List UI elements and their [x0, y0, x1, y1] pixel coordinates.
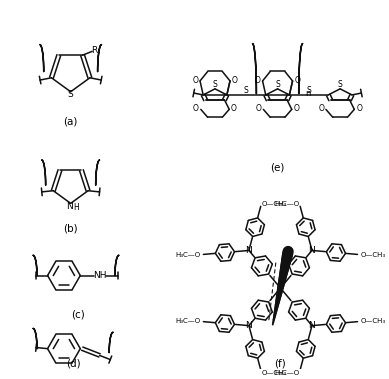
Text: N: N [245, 321, 252, 330]
Text: O—CH₃: O—CH₃ [360, 252, 385, 258]
Text: O—CH₃: O—CH₃ [360, 318, 385, 324]
Text: (e): (e) [270, 163, 285, 173]
Text: O: O [356, 104, 362, 113]
Text: S: S [275, 80, 280, 89]
Text: N: N [308, 246, 315, 255]
Text: R: R [91, 46, 97, 55]
Text: O: O [232, 77, 238, 85]
Text: H: H [74, 203, 79, 212]
Text: O—CH₃: O—CH₃ [261, 370, 287, 376]
Text: H₃C—O: H₃C—O [175, 252, 200, 258]
Text: N: N [245, 246, 252, 255]
Text: O: O [256, 104, 261, 113]
Text: n: n [306, 89, 311, 98]
Text: S: S [307, 86, 311, 95]
Text: H₃C—O: H₃C—O [274, 370, 300, 376]
Text: S: S [68, 90, 74, 99]
Text: O: O [192, 77, 198, 85]
Text: O: O [318, 104, 324, 113]
Text: O: O [294, 77, 300, 85]
Text: S: S [244, 86, 249, 95]
Text: (b): (b) [63, 223, 78, 233]
Text: O: O [193, 104, 199, 113]
Text: N: N [308, 321, 315, 330]
Text: N: N [67, 202, 73, 211]
Text: (d): (d) [66, 358, 81, 368]
Text: NH: NH [93, 271, 106, 280]
Text: H₃C—O: H₃C—O [175, 318, 200, 324]
Text: (c): (c) [72, 310, 85, 320]
Text: S: S [338, 80, 342, 89]
Text: O: O [294, 104, 300, 113]
Text: O: O [231, 104, 237, 113]
Text: (a): (a) [63, 117, 78, 127]
Text: H₃C—O: H₃C—O [274, 200, 300, 207]
Text: S: S [213, 80, 217, 89]
Text: O: O [255, 77, 261, 85]
Text: O—CH₃: O—CH₃ [261, 200, 287, 207]
Text: (f): (f) [275, 358, 286, 368]
